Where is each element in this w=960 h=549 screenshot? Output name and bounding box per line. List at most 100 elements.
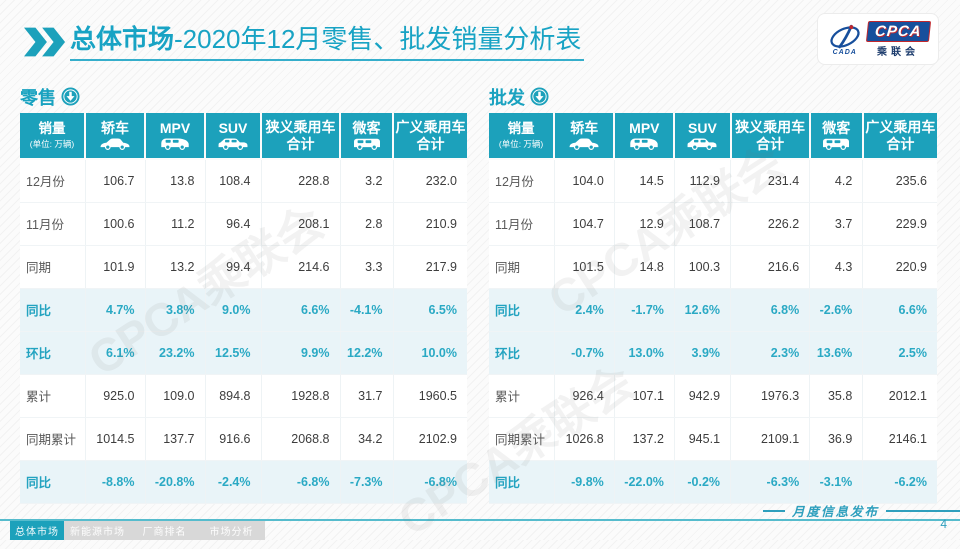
cell: 101.5 (554, 245, 615, 289)
cell: -20.8% (145, 460, 206, 504)
table-row: 环比 -0.7% 13.0% 3.9% 2.3% 13.6% 2.5% (489, 331, 937, 375)
footer-tab-市场分析[interactable]: 市场分析 (198, 521, 265, 540)
microvan-icon (341, 137, 392, 151)
cell: 3.9% (674, 331, 732, 375)
cell: 112.9 (674, 159, 732, 203)
cell: -6.8% (261, 460, 341, 504)
cell: 226.2 (730, 202, 811, 246)
cell: 1014.5 (85, 417, 146, 461)
column-header-narrow-total: 狭义乘用车 合计 (730, 113, 811, 160)
cell: 3.8% (145, 288, 206, 332)
publication-label: 月度信息发布 (762, 501, 960, 520)
column-header-sedan: 轿车 (554, 113, 616, 160)
cell: 942.9 (674, 374, 732, 418)
row-label: 12月份 (489, 159, 555, 203)
cell: 6.5% (393, 288, 467, 332)
double-chevron-icon (24, 27, 66, 57)
footer-tab-新能源市场[interactable]: 新能源市场 (64, 521, 131, 540)
cell: 13.8 (145, 159, 206, 203)
row-label: 同期 (20, 245, 86, 289)
cell: 106.7 (85, 159, 146, 203)
cell: 2.3% (730, 331, 811, 375)
cell: 9.9% (261, 331, 341, 375)
cell: -1.7% (614, 288, 675, 332)
cell: 229.9 (862, 202, 937, 246)
page-number: 4 (940, 517, 947, 531)
table-row: 同比 -8.8% -20.8% -2.4% -6.8% -7.3% -6.8% (20, 460, 467, 504)
table-row: 同期累计 1014.5 137.7 916.6 2068.8 34.2 2102.9 (20, 417, 467, 461)
footer-tab-厂商排名[interactable]: 厂商排名 (131, 521, 198, 540)
cell: 1928.8 (261, 374, 341, 418)
cell: -8.8% (85, 460, 146, 504)
table-row: 同期 101.5 14.8 100.3 216.6 4.3 220.9 (489, 245, 937, 289)
title-bar: 总体市场-2020年12月零售、批发销量分析表 CADA CPCA 乘联会 (24, 14, 938, 72)
title-section-name: 总体市场 (70, 24, 175, 54)
column-header-mpv: MPV (145, 113, 206, 160)
cell: 101.9 (85, 245, 146, 289)
cell: 217.9 (393, 245, 467, 289)
row-label: 同期累计 (20, 417, 86, 461)
header-row: 销量 (单位: 万辆) 轿车 MPV SUV 狭义乘用车 合计 微客 广义乘用车 合计 (20, 113, 467, 160)
cell: 2.5% (862, 331, 937, 375)
cell: 1960.5 (393, 374, 467, 418)
sedan-icon (555, 137, 613, 151)
cell: -7.3% (340, 460, 394, 504)
cell: 9.0% (205, 288, 262, 332)
cada-label: CADA (832, 48, 857, 56)
cell: 2068.8 (261, 417, 341, 461)
cell: 2109.1 (730, 417, 811, 461)
cell: 925.0 (85, 374, 146, 418)
cell: 235.6 (862, 159, 937, 203)
row-label: 同期累计 (489, 417, 555, 461)
footer-divider (0, 519, 960, 521)
row-label: 累计 (489, 374, 555, 418)
row-label: 11月份 (489, 202, 555, 246)
cell: -9.8% (554, 460, 615, 504)
cell: 2146.1 (862, 417, 937, 461)
column-header-narrow-total: 狭义乘用车 合计 (261, 113, 341, 160)
table-row: 同比 2.4% -1.7% 12.6% 6.8% -2.6% 6.6% (489, 288, 937, 332)
cell: 232.0 (393, 159, 467, 203)
cell: 2.4% (554, 288, 615, 332)
cell: -2.4% (205, 460, 262, 504)
cell: 100.3 (674, 245, 732, 289)
cada-emblem: CADA (827, 23, 863, 56)
cell: 23.2% (145, 331, 206, 375)
cell: 12.6% (674, 288, 732, 332)
cell: 99.4 (205, 245, 262, 289)
row-label: 同比 (20, 288, 86, 332)
wholesale-panel: 批发 销量 (单位: 万辆) 轿车 MPV SUV 狭义乘用车 合计 微客 广义乘用车 合计 12… (489, 84, 937, 504)
cell: 2.8 (340, 202, 394, 246)
cpca-chinese-label: 乘联会 (876, 46, 919, 58)
cell: 10.0% (393, 331, 467, 375)
cell: 35.8 (809, 374, 864, 418)
wholesale-panel-head: 批发 (489, 84, 937, 109)
column-header-microvan: 微客 (340, 113, 394, 160)
row-label: 环比 (489, 331, 555, 375)
column-header-sales: 销量 (单位: 万辆) (20, 113, 86, 160)
mpv-icon (615, 137, 673, 151)
row-label: 同比 (489, 288, 555, 332)
cell: 2012.1 (862, 374, 937, 418)
wholesale-label: 批发 (489, 87, 525, 108)
wholesale-table: 销量 (单位: 万辆) 轿车 MPV SUV 狭义乘用车 合计 微客 广义乘用车 合计 12月份 1… (489, 113, 937, 504)
retail-panel: 零售 销量 (单位: 万辆) 轿车 MPV SUV 狭义乘用车 合计 微客 广义乘用车 合计 12… (20, 84, 467, 504)
cell: 894.8 (205, 374, 262, 418)
down-arrow-icon (530, 87, 549, 106)
column-header-broad-total: 广义乘用车 合计 (862, 113, 937, 160)
cell: 13.2 (145, 245, 206, 289)
down-arrow-icon (61, 87, 80, 106)
cell: 12.2% (340, 331, 394, 375)
footer-tab-总体市场[interactable]: 总体市场 (10, 521, 64, 540)
cell: -6.2% (862, 460, 937, 504)
page-title: 总体市场-2020年12月零售、批发销量分析表 (70, 22, 585, 61)
row-label: 同期 (489, 245, 555, 289)
cell: 100.6 (85, 202, 146, 246)
cell: 3.3 (340, 245, 394, 289)
table-row: 12月份 106.7 13.8 108.4 228.8 3.2 232.0 (20, 159, 467, 203)
cell: 6.6% (261, 288, 341, 332)
cell: 210.9 (393, 202, 467, 246)
column-header-sales: 销量 (单位: 万辆) (489, 113, 556, 160)
row-label: 环比 (20, 331, 86, 375)
suv-icon (675, 137, 729, 151)
